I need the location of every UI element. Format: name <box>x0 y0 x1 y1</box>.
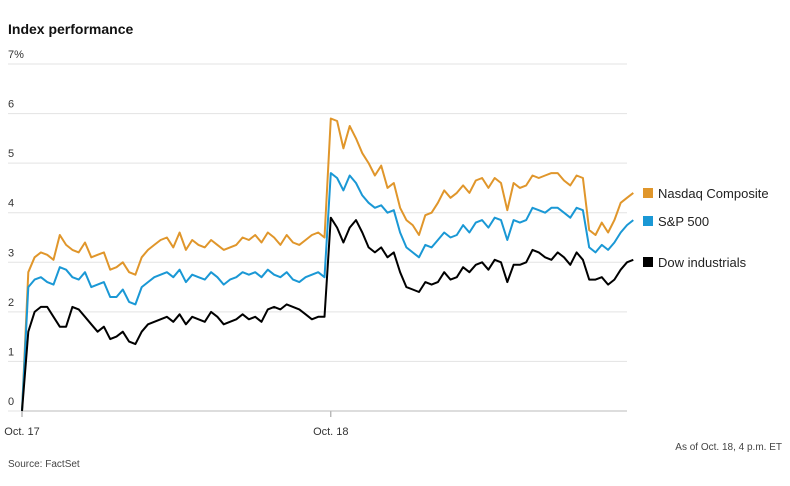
y-tick-label: 4 <box>8 198 14 210</box>
legend-label: S&P 500 <box>658 214 709 229</box>
y-tick-label: 0 <box>8 396 14 408</box>
chart-title: Index performance <box>8 21 133 37</box>
line-series <box>21 117 634 412</box>
legend-swatch <box>643 216 653 226</box>
y-tick-label: 3 <box>8 247 14 259</box>
x-tick-label: Oct. 17 <box>4 426 39 438</box>
legend-label: Dow industrials <box>658 255 747 270</box>
y-tick-label: 2 <box>8 297 14 309</box>
note: As of Oct. 18, 4 p.m. ET <box>675 442 782 453</box>
legend-label: Nasdaq Composite <box>658 186 769 201</box>
legend-swatch <box>643 188 653 198</box>
line-series <box>21 172 634 412</box>
legend-swatch <box>643 257 653 267</box>
line-series <box>21 216 634 412</box>
y-tick-label: 5 <box>8 148 14 160</box>
source: Source: FactSet <box>8 459 80 470</box>
y-tick-label: 6 <box>8 99 14 111</box>
y-tick-label: 7% <box>8 49 24 61</box>
x-tick-label: Oct. 18 <box>313 426 348 438</box>
y-tick-label: 1 <box>8 346 14 358</box>
